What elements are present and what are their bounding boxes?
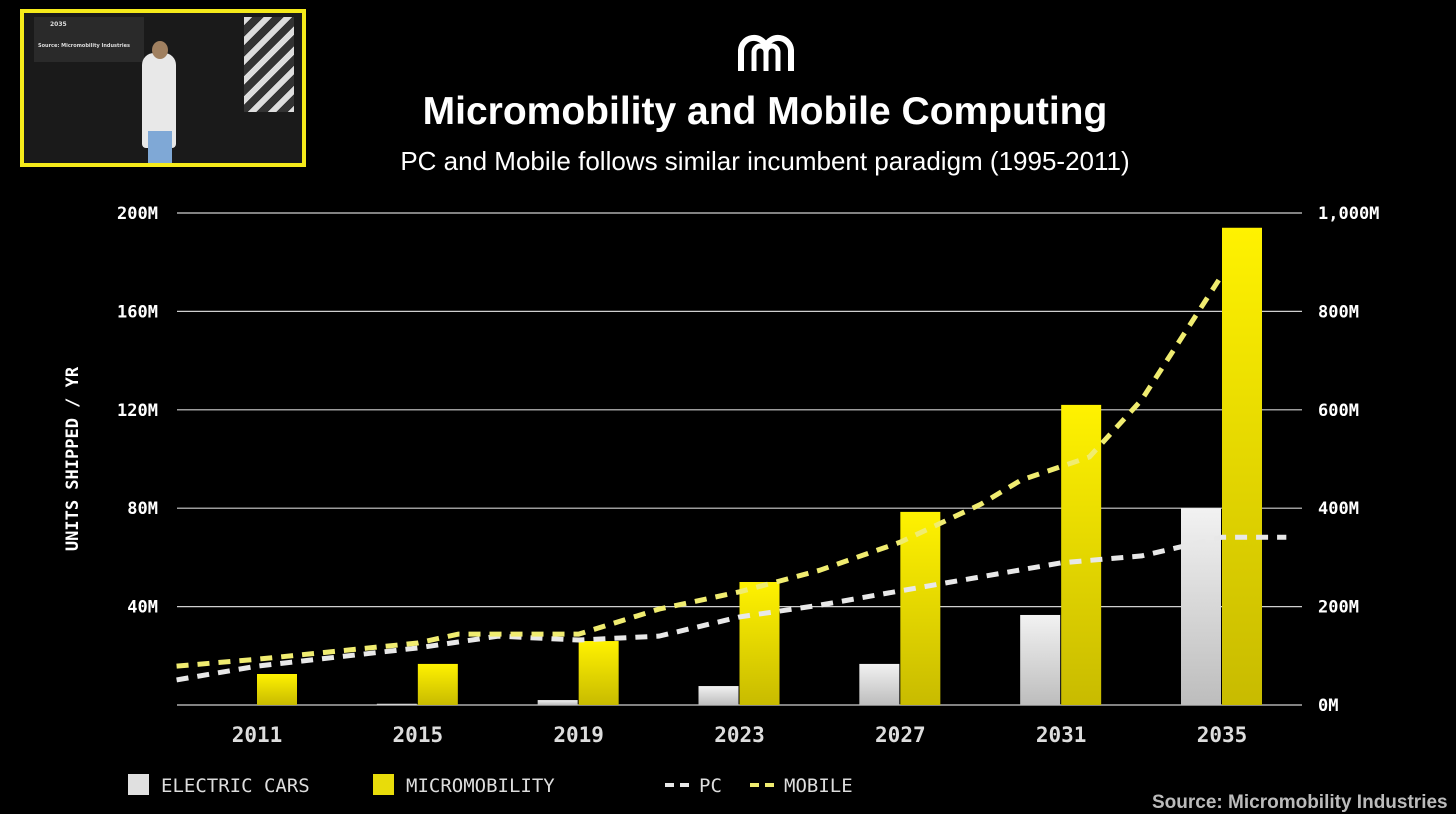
bar-electric-cars (537, 700, 578, 705)
bar-micromobility (1222, 227, 1262, 705)
y-tick-label: 200M (117, 204, 158, 224)
legend-swatch-micromobility (373, 774, 394, 795)
bar-electric-cars (859, 663, 900, 705)
inset-slide-year: 2035 (50, 21, 67, 28)
y2-tick-label: 0M (1318, 696, 1338, 716)
x-tick-label: 2031 (1036, 723, 1087, 747)
y-tick-label: 80M (127, 499, 158, 519)
inset-stripes (244, 17, 294, 112)
line-mobile (176, 273, 1225, 669)
bar-electric-cars (698, 686, 739, 705)
bar-electric-cars (1020, 614, 1061, 705)
speaker-head (152, 41, 168, 59)
legend-swatch-electric-cars (128, 774, 149, 795)
legend-label-electric-cars: ELECTRIC CARS (161, 775, 310, 797)
y-tick-label: 160M (117, 302, 158, 322)
bar-micromobility (900, 511, 941, 705)
legend-label-mobile: MOBILE (784, 775, 853, 797)
x-tick-label: 2027 (875, 723, 926, 747)
y2-tick-label: 200M (1318, 598, 1359, 618)
inset-slide-screen (34, 17, 144, 62)
y2-tick-label: 400M (1318, 499, 1359, 519)
y2-tick-label: 1,000M (1318, 204, 1379, 224)
bar-micromobility (417, 663, 458, 705)
bar-electric-cars (376, 703, 417, 705)
legend-label-micromobility: MICROMOBILITY (406, 775, 555, 797)
line-pc (176, 534, 1287, 683)
chart-title: Micromobility and Mobile Computing (422, 90, 1108, 133)
bar-micromobility (257, 674, 297, 705)
speaker-video-inset: 2035 Source: Micromobility Industries (20, 9, 306, 167)
y-tick-label: 120M (117, 401, 158, 421)
y-axis-label: UNITS SHIPPED / YR (63, 366, 83, 551)
y-tick-label: 40M (127, 598, 158, 618)
x-tick-label: 2035 (1197, 723, 1248, 747)
chart-source: Source: Micromobility Industries (1152, 792, 1448, 813)
x-tick-label: 2015 (393, 723, 444, 747)
legend-label-pc: PC (699, 775, 722, 797)
x-tick-label: 2019 (553, 723, 604, 747)
y2-tick-label: 600M (1318, 401, 1359, 421)
chart-subtitle: PC and Mobile follows similar incumbent … (400, 146, 1130, 176)
bar-micromobility (578, 641, 619, 705)
x-tick-label: 2011 (232, 723, 283, 747)
x-tick-label: 2023 (714, 723, 765, 747)
bar-micromobility (739, 582, 780, 705)
y2-tick-label: 800M (1318, 302, 1359, 322)
brand-logo-icon (738, 34, 794, 71)
speaker-legs (148, 131, 172, 163)
inset-slide-source: Source: Micromobility Industries (38, 43, 130, 49)
